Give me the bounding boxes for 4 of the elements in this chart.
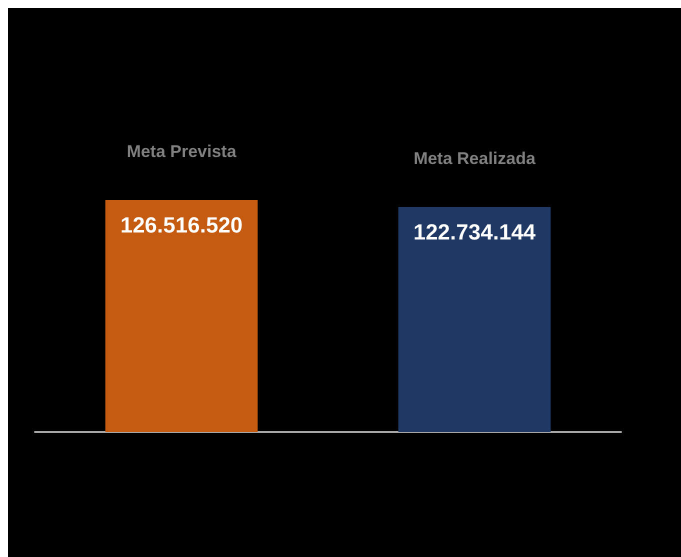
data-label: 126.516.520 — [120, 212, 243, 238]
data-label: 122.734.144 — [413, 219, 536, 244]
x-tick-label: Meta Prevista — [126, 142, 237, 162]
x-tick-label: Meta Realizada — [414, 148, 536, 168]
